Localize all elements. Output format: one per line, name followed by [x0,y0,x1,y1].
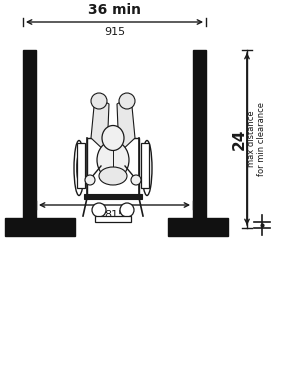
Text: 32 min: 32 min [88,184,141,198]
Bar [23,50,36,220]
Bar [95,216,131,222]
Text: 36 min: 36 min [88,3,141,17]
Bar [87,138,139,198]
Circle shape [92,203,106,217]
Polygon shape [91,96,109,153]
Ellipse shape [74,141,84,195]
Bar [193,50,206,220]
Ellipse shape [99,167,127,185]
Ellipse shape [97,141,129,179]
Circle shape [131,175,141,185]
Circle shape [119,93,135,109]
Bar [84,194,142,199]
Bar [5,218,75,236]
Circle shape [120,203,134,217]
Ellipse shape [142,141,152,195]
Ellipse shape [145,154,149,182]
Text: 915: 915 [104,27,125,37]
Circle shape [85,175,95,185]
Text: 24: 24 [232,128,247,150]
Bar [168,218,228,236]
Ellipse shape [77,154,82,182]
Bar [141,143,149,188]
Polygon shape [117,96,135,153]
Text: max distance: max distance [247,111,257,167]
Text: 815: 815 [104,210,125,220]
Text: for min clearance: for min clearance [257,102,266,176]
Circle shape [91,93,107,109]
Bar [77,143,85,188]
Ellipse shape [102,125,124,151]
